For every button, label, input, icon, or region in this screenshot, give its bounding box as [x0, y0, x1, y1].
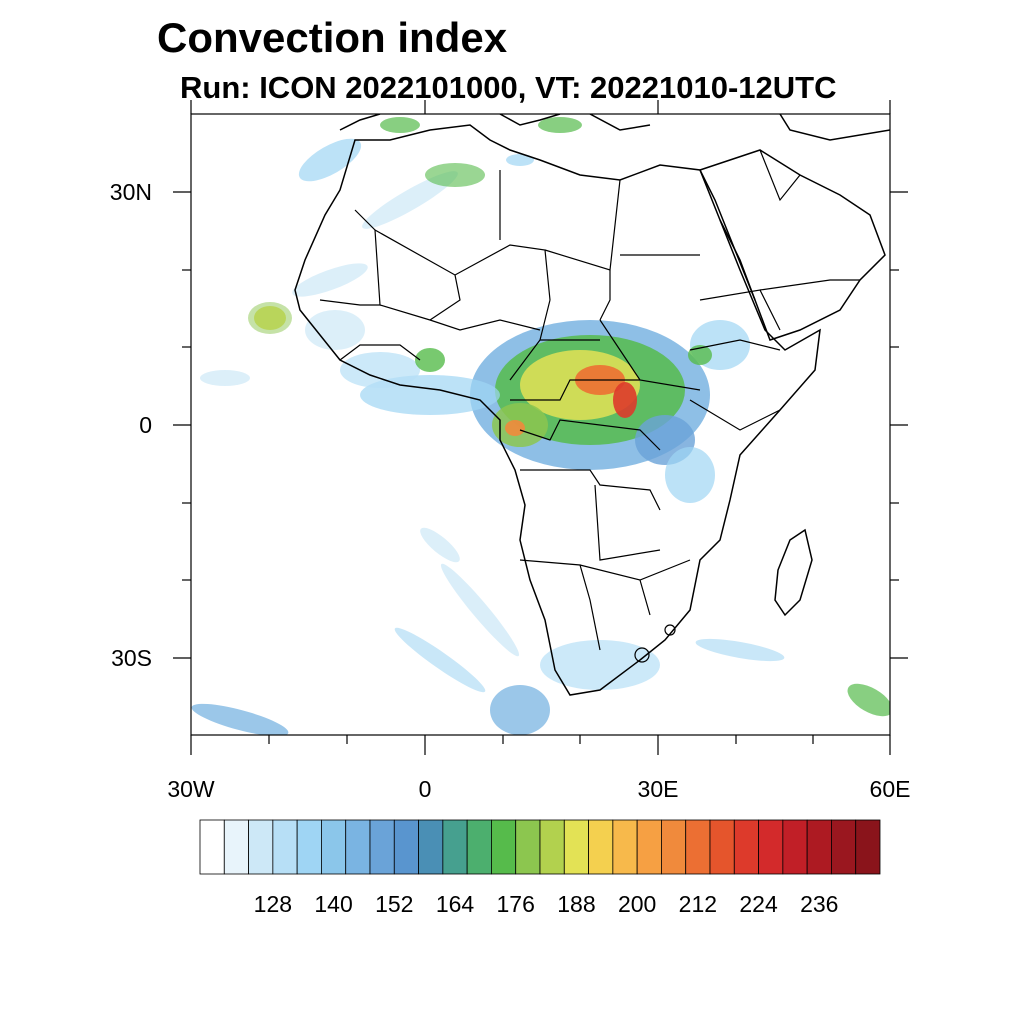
legend-swatch	[661, 819, 687, 875]
country-borders	[319, 149, 860, 663]
legend-swatch	[612, 819, 638, 875]
legend-swatch	[685, 819, 711, 875]
legend-label: 140	[314, 891, 352, 917]
lat-label-0: 0	[139, 412, 152, 438]
legend-label: 200	[618, 891, 656, 917]
legend-swatch	[709, 819, 735, 875]
legend-label: 128	[254, 891, 292, 917]
legend-swatch	[248, 819, 274, 875]
lon-label-30w: 30W	[167, 776, 215, 802]
map-title: Convection index	[157, 14, 508, 61]
legend-label: 152	[375, 891, 413, 917]
legend-swatch	[345, 819, 371, 875]
legend-swatch	[539, 819, 565, 875]
legend-label: 224	[739, 891, 778, 917]
convection-field	[191, 117, 890, 735]
legend-swatch	[321, 819, 347, 875]
legend-swatch	[442, 819, 468, 875]
legend-swatch	[588, 819, 614, 875]
legend-label: 212	[679, 891, 717, 917]
lon-label-0: 0	[419, 776, 432, 802]
lon-label-60e: 60E	[870, 776, 911, 802]
map-subtitle: Run: ICON 2022101000, VT: 20221010-12UTC	[180, 70, 837, 105]
legend-swatch	[758, 819, 784, 875]
legend-swatch	[563, 819, 589, 875]
legend-swatch	[418, 819, 444, 875]
legend-swatch	[296, 819, 322, 875]
legend-swatch	[515, 819, 541, 875]
legend-swatch	[199, 819, 225, 875]
lon-label-30e: 30E	[638, 776, 679, 802]
legend-swatch	[855, 819, 881, 875]
legend-swatch	[491, 819, 517, 875]
legend-swatch	[831, 819, 857, 875]
axis-ticks	[173, 100, 908, 755]
legend-label: 176	[497, 891, 535, 917]
lat-label-30s: 30S	[111, 645, 152, 671]
legend-swatch	[466, 819, 492, 875]
legend-swatch	[733, 819, 759, 875]
legend-swatch	[782, 819, 808, 875]
legend-label: 188	[557, 891, 595, 917]
color-legend: 128 140 152 164 176 188 200 212 224 236	[199, 819, 881, 917]
legend-swatch	[223, 819, 249, 875]
legend-swatch	[806, 819, 832, 875]
legend-label: 236	[800, 891, 838, 917]
legend-swatch	[636, 819, 662, 875]
lat-label-30n: 30N	[110, 179, 152, 205]
legend-swatch	[369, 819, 395, 875]
legend-label: 164	[436, 891, 475, 917]
legend-swatch	[393, 819, 419, 875]
legend-swatch	[272, 819, 298, 875]
